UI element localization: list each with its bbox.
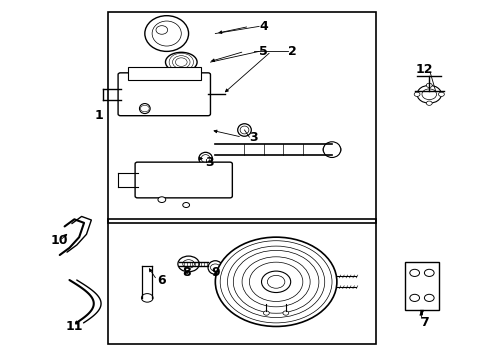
Circle shape <box>263 311 269 315</box>
Circle shape <box>233 250 318 313</box>
Circle shape <box>249 262 302 301</box>
Text: 10: 10 <box>51 234 68 247</box>
Circle shape <box>242 257 309 307</box>
Text: 8: 8 <box>182 266 190 279</box>
Circle shape <box>323 143 340 156</box>
Circle shape <box>210 264 220 271</box>
Ellipse shape <box>165 52 197 72</box>
Circle shape <box>169 53 193 71</box>
Bar <box>127 67 201 80</box>
Ellipse shape <box>323 142 340 157</box>
Circle shape <box>283 311 288 315</box>
Circle shape <box>175 58 187 66</box>
Text: 3: 3 <box>249 131 258 144</box>
Circle shape <box>426 83 431 87</box>
Text: 9: 9 <box>211 266 219 279</box>
FancyBboxPatch shape <box>118 73 210 116</box>
Text: 2: 2 <box>287 45 296 58</box>
Circle shape <box>141 294 153 302</box>
FancyBboxPatch shape <box>135 162 232 198</box>
Circle shape <box>156 26 167 34</box>
Bar <box>108 12 375 223</box>
Ellipse shape <box>172 57 190 68</box>
Circle shape <box>426 101 431 105</box>
Circle shape <box>172 56 190 68</box>
Text: 7: 7 <box>419 316 428 329</box>
Circle shape <box>215 237 336 327</box>
Bar <box>108 219 375 344</box>
Ellipse shape <box>240 126 248 134</box>
Text: 4: 4 <box>259 20 267 33</box>
Ellipse shape <box>199 152 212 165</box>
Circle shape <box>183 260 194 268</box>
Circle shape <box>438 92 444 96</box>
Circle shape <box>267 275 285 288</box>
Circle shape <box>413 92 419 96</box>
Ellipse shape <box>144 16 188 51</box>
Circle shape <box>424 294 433 301</box>
Circle shape <box>424 269 433 276</box>
Circle shape <box>416 85 441 103</box>
Circle shape <box>178 256 199 272</box>
Circle shape <box>140 105 149 112</box>
Circle shape <box>409 294 419 301</box>
Ellipse shape <box>207 261 222 274</box>
Circle shape <box>227 246 324 318</box>
Ellipse shape <box>152 21 181 46</box>
Circle shape <box>158 197 165 203</box>
Circle shape <box>220 241 331 323</box>
Text: 1: 1 <box>95 109 103 122</box>
Circle shape <box>409 269 419 276</box>
Text: 3: 3 <box>205 156 214 168</box>
Text: 11: 11 <box>65 320 83 333</box>
Circle shape <box>261 271 290 293</box>
Text: 12: 12 <box>415 63 432 76</box>
Ellipse shape <box>139 104 150 113</box>
Text: 6: 6 <box>157 274 165 287</box>
Circle shape <box>183 203 189 207</box>
Circle shape <box>421 89 436 100</box>
Ellipse shape <box>201 155 209 162</box>
Text: 5: 5 <box>259 45 267 58</box>
Bar <box>404 262 438 310</box>
Ellipse shape <box>237 124 251 136</box>
